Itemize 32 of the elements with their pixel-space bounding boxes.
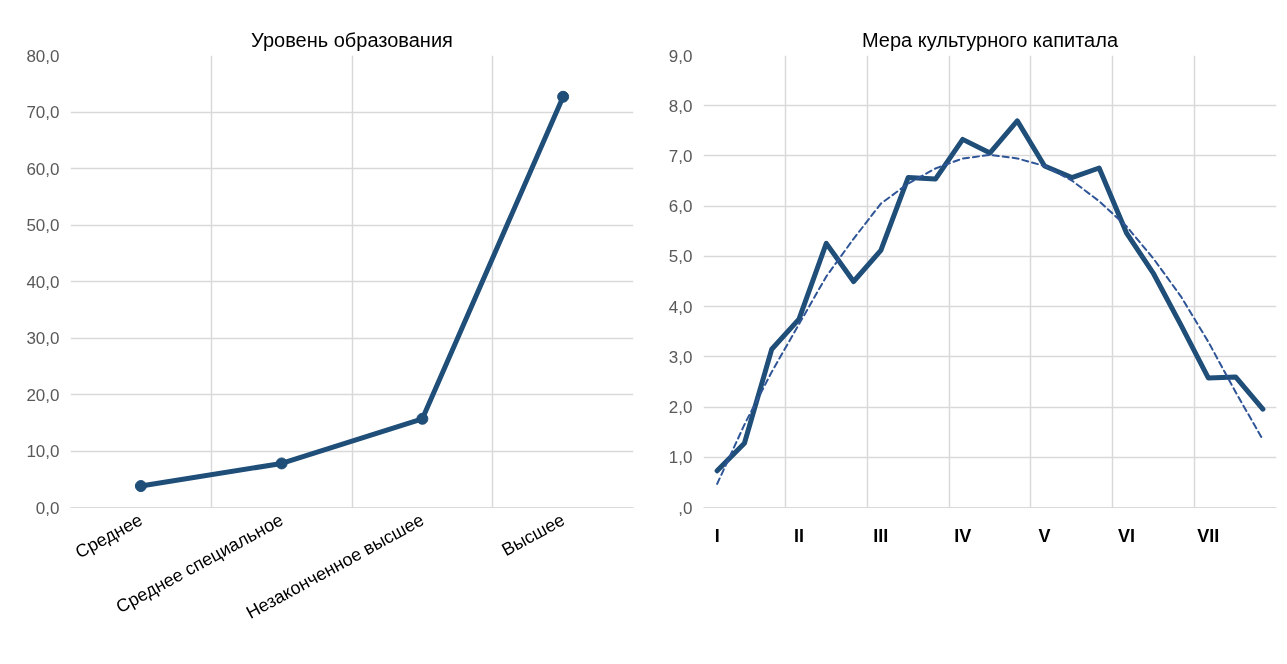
point xyxy=(275,457,288,470)
y-tick-label: 50,0 xyxy=(26,216,60,235)
chart-title: Уровень образования xyxy=(251,28,453,51)
point xyxy=(134,480,147,493)
y-tick-label: 1,0 xyxy=(668,448,693,468)
x-tick-label: III xyxy=(873,525,889,546)
y-tick-label: 60,0 xyxy=(26,159,60,179)
y-tick-label: 10,0 xyxy=(26,442,60,461)
y-tick-label: 5,0 xyxy=(668,247,693,267)
x-tick-label: VI xyxy=(1117,525,1135,546)
y-tick-label: 9,0 xyxy=(668,46,693,66)
x-tick-label: I xyxy=(714,525,720,546)
y-tick-label: 20,0 xyxy=(26,385,60,405)
y-tick-label: 8,0 xyxy=(668,96,693,116)
x-tick-label: V xyxy=(1038,525,1051,546)
y-tick-label: 2,0 xyxy=(668,398,693,418)
y-tick-label: 70,0 xyxy=(26,103,60,122)
y-tick-label: 6,0 xyxy=(668,197,693,217)
y-tick-label: 40,0 xyxy=(26,272,60,292)
chart-title: Мера культурного капитала xyxy=(861,28,1119,51)
x-tick-label: II xyxy=(794,525,805,546)
point xyxy=(557,90,570,103)
y-tick-label: 0,0 xyxy=(35,498,60,518)
y-tick-label: 4,0 xyxy=(668,297,693,317)
y-tick-label: 3,0 xyxy=(668,347,693,367)
x-tick-label: IV xyxy=(954,525,972,546)
y-tick-label: ,0 xyxy=(678,498,693,518)
x-tick-label: VII xyxy=(1197,525,1220,546)
y-tick-label: 30,0 xyxy=(26,329,60,348)
point xyxy=(416,412,429,425)
y-tick-label: 7,0 xyxy=(668,146,693,166)
y-tick-label: 80,0 xyxy=(26,46,60,66)
